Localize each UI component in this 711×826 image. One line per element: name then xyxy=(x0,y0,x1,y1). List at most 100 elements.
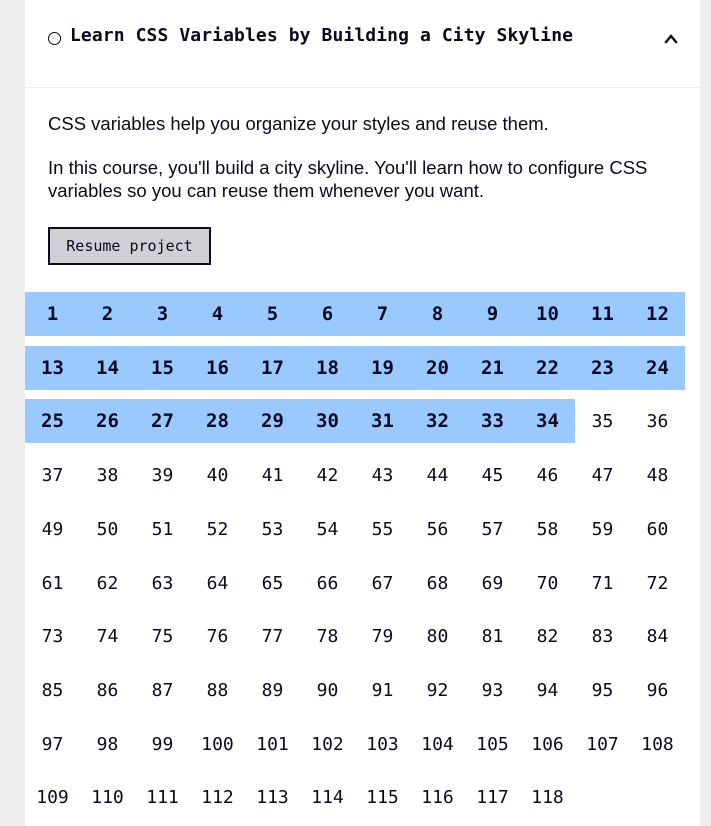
step-completed[interactable]: 34 xyxy=(520,399,575,443)
step-completed[interactable]: 14 xyxy=(80,346,135,390)
step[interactable]: 49 xyxy=(41,518,64,540)
step[interactable]: 38 xyxy=(96,464,119,486)
step[interactable]: 76 xyxy=(206,625,229,647)
step-completed[interactable]: 12 xyxy=(630,292,685,336)
step[interactable]: 52 xyxy=(206,518,229,540)
step[interactable]: 46 xyxy=(536,464,559,486)
step[interactable]: 73 xyxy=(41,625,64,647)
step[interactable]: 83 xyxy=(591,625,614,647)
step[interactable]: 91 xyxy=(371,679,394,701)
step[interactable]: 94 xyxy=(536,679,559,701)
step[interactable]: 81 xyxy=(481,625,504,647)
step[interactable]: 67 xyxy=(371,572,394,594)
step[interactable]: 41 xyxy=(261,464,284,486)
step[interactable]: 51 xyxy=(151,518,174,540)
step[interactable]: 84 xyxy=(646,625,669,647)
step-completed[interactable]: 1 xyxy=(25,292,80,336)
step-completed[interactable]: 2 xyxy=(80,292,135,336)
step[interactable]: 104 xyxy=(421,733,454,755)
resume-project-button[interactable]: Resume project xyxy=(48,227,211,265)
step[interactable]: 72 xyxy=(646,572,669,594)
step[interactable]: 39 xyxy=(151,464,174,486)
step-completed[interactable]: 11 xyxy=(575,292,630,336)
step[interactable]: 58 xyxy=(536,518,559,540)
step-completed[interactable]: 31 xyxy=(355,399,410,443)
step[interactable]: 99 xyxy=(151,733,174,755)
step[interactable]: 70 xyxy=(536,572,559,594)
step[interactable]: 103 xyxy=(366,733,399,755)
step-completed[interactable]: 5 xyxy=(245,292,300,336)
step[interactable]: 109 xyxy=(36,786,69,808)
step-completed[interactable]: 21 xyxy=(465,346,520,390)
step[interactable]: 111 xyxy=(146,786,179,808)
step[interactable]: 118 xyxy=(531,786,564,808)
step-completed[interactable]: 4 xyxy=(190,292,245,336)
step[interactable]: 112 xyxy=(201,786,234,808)
step[interactable]: 42 xyxy=(316,464,339,486)
step[interactable]: 53 xyxy=(261,518,284,540)
step[interactable]: 68 xyxy=(426,572,449,594)
step[interactable]: 106 xyxy=(531,733,564,755)
step-completed[interactable]: 26 xyxy=(80,399,135,443)
step-completed[interactable]: 23 xyxy=(575,346,630,390)
step[interactable]: 87 xyxy=(151,679,174,701)
step[interactable]: 74 xyxy=(96,625,119,647)
step[interactable]: 93 xyxy=(481,679,504,701)
step[interactable]: 108 xyxy=(641,733,674,755)
step[interactable]: 88 xyxy=(206,679,229,701)
step[interactable]: 97 xyxy=(41,733,64,755)
step-completed[interactable]: 8 xyxy=(410,292,465,336)
step[interactable]: 44 xyxy=(426,464,449,486)
step-completed[interactable]: 16 xyxy=(190,346,245,390)
step[interactable]: 96 xyxy=(646,679,669,701)
step[interactable]: 90 xyxy=(316,679,339,701)
step[interactable]: 92 xyxy=(426,679,449,701)
step[interactable]: 115 xyxy=(366,786,399,808)
step-completed[interactable]: 9 xyxy=(465,292,520,336)
step-completed[interactable]: 22 xyxy=(520,346,575,390)
step[interactable]: 85 xyxy=(41,679,64,701)
step[interactable]: 95 xyxy=(591,679,614,701)
step-completed[interactable]: 19 xyxy=(355,346,410,390)
step-completed[interactable]: 6 xyxy=(300,292,355,336)
step[interactable]: 65 xyxy=(261,572,284,594)
step[interactable]: 62 xyxy=(96,572,119,594)
step[interactable]: 98 xyxy=(96,733,119,755)
step-completed[interactable]: 17 xyxy=(245,346,300,390)
step[interactable]: 47 xyxy=(591,464,614,486)
step[interactable]: 37 xyxy=(41,464,64,486)
step[interactable]: 75 xyxy=(151,625,174,647)
step-completed[interactable]: 20 xyxy=(410,346,465,390)
step-completed[interactable]: 25 xyxy=(25,399,80,443)
step[interactable]: 101 xyxy=(256,733,289,755)
step[interactable]: 56 xyxy=(426,518,449,540)
step[interactable]: 36 xyxy=(646,410,669,432)
step[interactable]: 89 xyxy=(261,679,284,701)
step[interactable]: 116 xyxy=(421,786,454,808)
step[interactable]: 82 xyxy=(536,625,559,647)
step[interactable]: 105 xyxy=(476,733,509,755)
step-completed[interactable]: 15 xyxy=(135,346,190,390)
step[interactable]: 110 xyxy=(91,786,124,808)
step[interactable]: 66 xyxy=(316,572,339,594)
step[interactable]: 59 xyxy=(591,518,614,540)
chevron-up-icon[interactable] xyxy=(663,31,679,47)
course-header[interactable]: Learn CSS Variables by Building a City S… xyxy=(25,0,700,88)
step[interactable]: 77 xyxy=(261,625,284,647)
step[interactable]: 114 xyxy=(311,786,344,808)
step[interactable]: 63 xyxy=(151,572,174,594)
step[interactable]: 100 xyxy=(201,733,234,755)
step-completed[interactable]: 30 xyxy=(300,399,355,443)
step-completed[interactable]: 7 xyxy=(355,292,410,336)
step-completed[interactable]: 32 xyxy=(410,399,465,443)
step-completed[interactable]: 10 xyxy=(520,292,575,336)
step[interactable]: 57 xyxy=(481,518,504,540)
step-completed[interactable]: 33 xyxy=(465,399,520,443)
step[interactable]: 71 xyxy=(591,572,614,594)
step[interactable]: 69 xyxy=(481,572,504,594)
step-completed[interactable]: 3 xyxy=(135,292,190,336)
step-completed[interactable]: 18 xyxy=(300,346,355,390)
step[interactable]: 107 xyxy=(586,733,619,755)
step[interactable]: 60 xyxy=(646,518,669,540)
step-completed[interactable]: 13 xyxy=(25,346,80,390)
